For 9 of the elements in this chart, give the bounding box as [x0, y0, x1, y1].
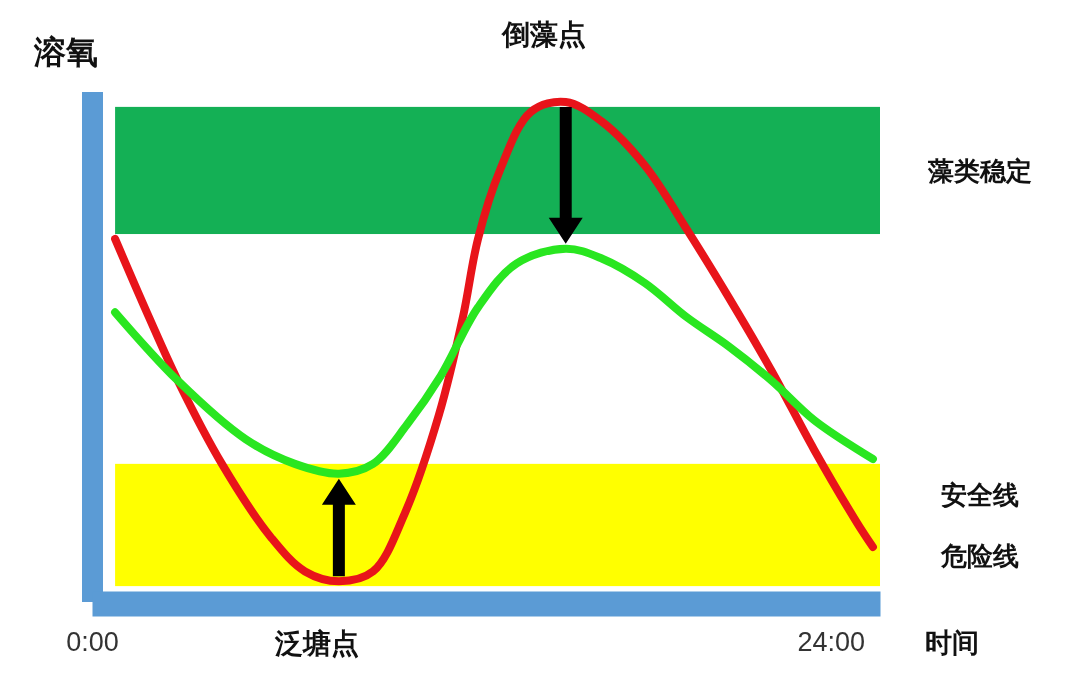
x-axis-title: 时间 — [925, 627, 979, 659]
annotation: 泛塘点 — [273, 626, 359, 660]
text: 危险线 — [940, 540, 1019, 571]
annotation: 倒藻点 — [500, 17, 586, 51]
x-tick-label: 0:00 — [66, 626, 119, 657]
text: 安全线 — [941, 479, 1019, 510]
y-axis-title: 溶氧 — [33, 33, 98, 72]
band-label: 藻类稳定 — [927, 155, 1032, 186]
x-tick-label: 24:00 — [797, 626, 866, 657]
